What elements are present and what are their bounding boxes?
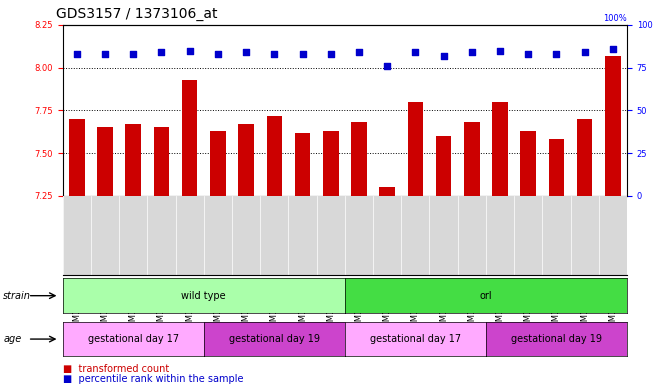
Text: gestational day 19: gestational day 19 <box>229 334 320 344</box>
Bar <box>548 139 564 196</box>
Text: ■  transformed count: ■ transformed count <box>63 364 169 374</box>
Text: gestational day 17: gestational day 17 <box>88 334 179 344</box>
Point <box>495 48 506 54</box>
Point <box>551 51 562 57</box>
Point <box>410 49 420 55</box>
Bar <box>97 127 113 196</box>
Text: gestational day 17: gestational day 17 <box>370 334 461 344</box>
Point <box>579 49 590 55</box>
Bar <box>379 187 395 196</box>
Point <box>438 53 449 59</box>
Point <box>184 48 195 54</box>
Bar <box>323 131 339 196</box>
Text: ■  percentile rank within the sample: ■ percentile rank within the sample <box>63 374 243 384</box>
Bar <box>182 79 197 196</box>
Bar <box>69 119 84 196</box>
Text: wild type: wild type <box>182 291 226 301</box>
Point <box>71 51 82 57</box>
Point <box>382 63 393 69</box>
Bar <box>267 116 282 196</box>
Point <box>241 49 251 55</box>
Text: GDS3157 / 1373106_at: GDS3157 / 1373106_at <box>56 7 218 21</box>
Point <box>156 49 167 55</box>
Bar <box>295 132 310 196</box>
Bar <box>464 122 480 196</box>
Bar <box>436 136 451 196</box>
Point <box>213 51 223 57</box>
Text: gestational day 19: gestational day 19 <box>511 334 602 344</box>
Bar <box>125 124 141 196</box>
Point <box>128 51 139 57</box>
Bar <box>351 122 367 196</box>
Text: strain: strain <box>3 291 31 301</box>
Point <box>523 51 533 57</box>
Point <box>354 49 364 55</box>
Bar <box>408 102 423 196</box>
Point <box>608 46 618 52</box>
Bar <box>210 131 226 196</box>
Point <box>297 51 308 57</box>
Bar <box>521 131 536 196</box>
Bar <box>577 119 593 196</box>
Text: age: age <box>3 334 22 344</box>
Point <box>325 51 336 57</box>
Point <box>100 51 110 57</box>
Point <box>269 51 280 57</box>
Point <box>467 49 477 55</box>
Text: 100%: 100% <box>603 14 627 23</box>
Bar <box>492 102 508 196</box>
Bar <box>154 127 169 196</box>
Bar <box>605 56 620 196</box>
Bar <box>238 124 254 196</box>
Text: orl: orl <box>480 291 492 301</box>
